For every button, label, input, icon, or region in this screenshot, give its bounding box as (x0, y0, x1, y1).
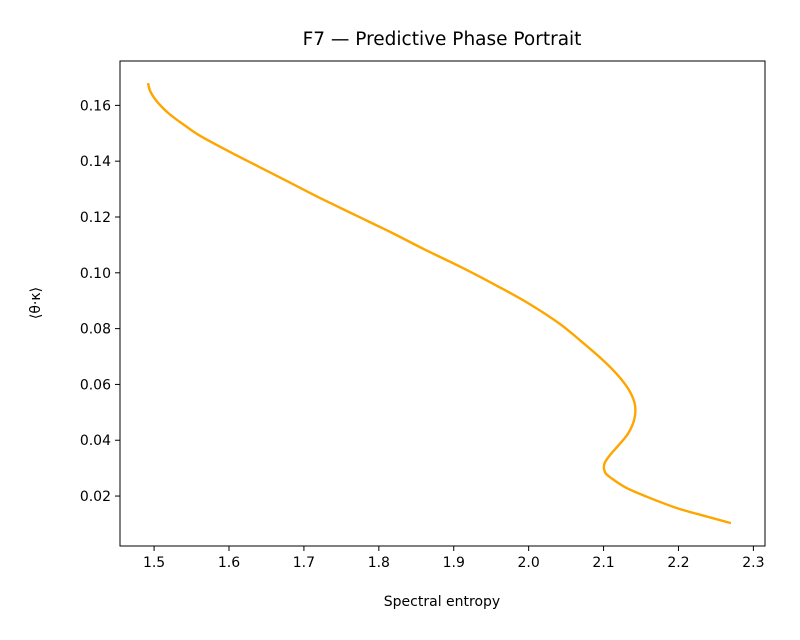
plot-frame (119, 60, 766, 547)
x-tick-label: 1.8 (368, 555, 390, 571)
y-tick-label: 0.04 (80, 433, 111, 449)
chart-title: F7 — Predictive Phase Portrait (303, 29, 582, 50)
y-tick-label: 0.06 (80, 377, 111, 393)
series-layer (146, 82, 732, 525)
x-tick-label: 1.9 (443, 555, 465, 571)
y-axis-label: ⟨θ·κ⟩ (28, 287, 44, 319)
y-axis: 0.02 0.04 0.06 0.08 0.10 0.12 0.14 0.16 (80, 98, 120, 505)
x-tick-label: 1.7 (293, 555, 315, 571)
y-tick-label: 0.16 (80, 98, 111, 114)
y-tick-label: 0.10 (80, 266, 111, 282)
x-axis: 1.5 1.6 1.7 1.8 1.9 2.0 2.1 2.2 2.3 (143, 546, 765, 571)
x-axis-label: Spectral entropy (384, 594, 500, 610)
y-tick-label: 0.02 (80, 489, 111, 505)
x-tick-label: 2.0 (518, 555, 540, 571)
x-tick-label: 2.2 (667, 555, 689, 571)
y-tick-label: 0.08 (80, 322, 111, 338)
series-line (146, 82, 732, 525)
x-tick-label: 2.1 (592, 555, 614, 571)
y-tick-label: 0.14 (80, 154, 111, 170)
x-tick-label: 1.5 (143, 555, 165, 571)
x-tick-label: 1.6 (218, 555, 240, 571)
x-tick-label: 2.3 (742, 555, 764, 571)
y-tick-label: 0.12 (80, 210, 111, 226)
